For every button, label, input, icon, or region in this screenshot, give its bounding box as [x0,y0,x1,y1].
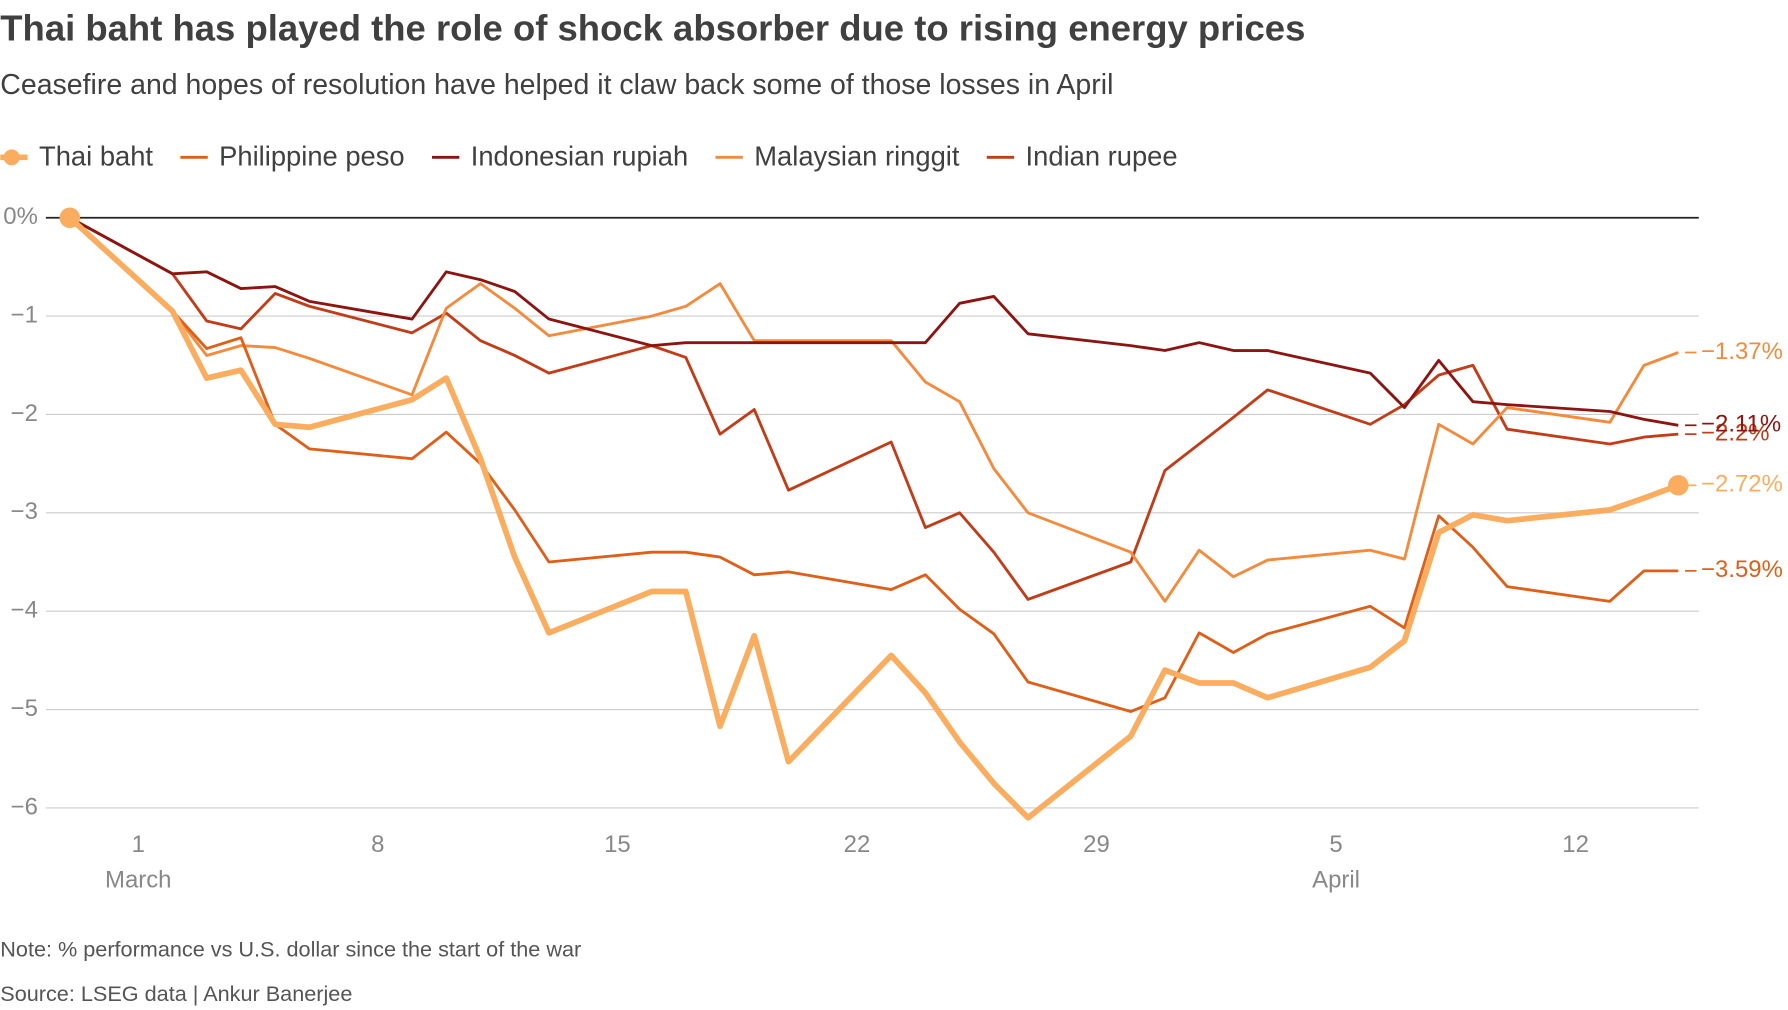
source: Source: LSEG data | Ankur Banerjee [0,981,352,1006]
end-marker [59,207,81,228]
legend-label: Indonesian rupiah [471,141,688,172]
chart-subtitle: Ceasefire and hopes of resolution have h… [0,69,1113,101]
x-tick-label: 1 [132,831,145,858]
value-label: −2.72% [1701,471,1783,498]
note: Note: % performance vs U.S. dollar since… [0,936,581,961]
series-line [67,215,1680,821]
legend-label: Philippine peso [219,141,404,172]
chart-title: Thai baht has played the role of shock a… [0,7,1305,48]
value-label: −2.2% [1701,419,1770,446]
x-tick-label: 29 [1083,831,1110,858]
y-tick-label: 0% [3,203,38,230]
legend-marker [3,149,20,166]
y-tick-label: −4 [11,597,38,624]
legend-label: Malaysian ringgit [754,141,960,172]
end-marker [1668,475,1689,496]
y-tick-label: −3 [11,498,38,525]
series-line [68,216,1679,603]
series-line [68,216,1679,713]
month-label: April [1312,867,1360,894]
x-tick-label: 15 [604,831,631,858]
value-label: −3.59% [1701,556,1783,583]
value-label: −2.11% [1701,411,1781,438]
y-tick-label: −5 [11,695,38,722]
legend-label: Thai baht [39,141,153,172]
series-line [69,216,1679,601]
x-tick-label: 5 [1329,831,1342,858]
value-label: −1.37% [1701,338,1783,365]
legend-label: Indian rupee [1026,141,1178,172]
x-tick-label: 12 [1562,831,1589,858]
month-label: March [105,867,171,894]
y-tick-label: −6 [11,793,38,820]
x-tick-label: 8 [371,831,384,858]
y-tick-label: −1 [11,301,38,328]
series-line [69,216,1679,427]
x-tick-label: 22 [844,831,871,858]
y-tick-label: −2 [11,400,38,427]
